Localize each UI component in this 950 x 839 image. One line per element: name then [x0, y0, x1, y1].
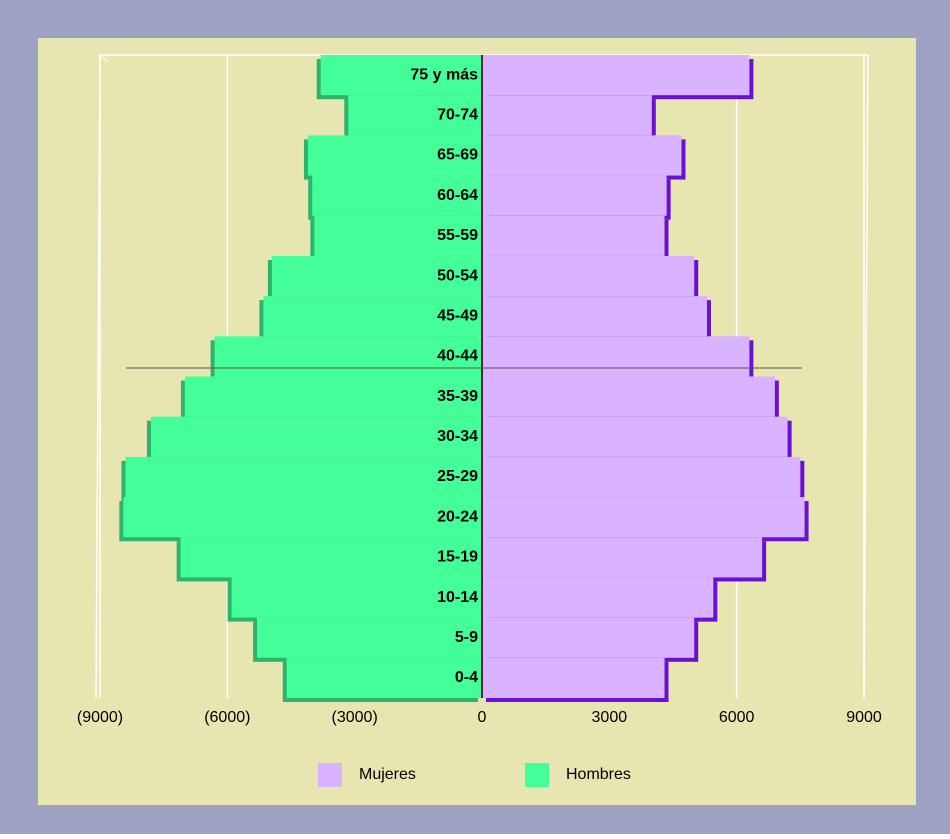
bar: [271, 255, 482, 297]
category-label: 10-14: [437, 589, 478, 606]
category-label: 70-74: [437, 107, 478, 124]
bar: [184, 376, 482, 417]
category-label: 55-59: [437, 227, 478, 244]
bar: [482, 336, 750, 377]
bar: [320, 55, 482, 96]
bar: [482, 296, 707, 337]
bar: [482, 55, 750, 96]
bar: [482, 255, 695, 297]
bar: [180, 537, 482, 578]
x-tick-label: (3000): [332, 709, 378, 726]
bar: [482, 497, 805, 538]
bar: [314, 215, 482, 256]
bar: [482, 135, 682, 176]
bar: [257, 617, 482, 658]
category-label: 40-44: [437, 348, 478, 365]
category-label: 15-19: [437, 549, 478, 566]
x-tick-label: 0: [478, 709, 487, 726]
x-tick-label: (6000): [204, 709, 250, 726]
category-label: 65-69: [437, 147, 478, 164]
bar: [482, 657, 665, 698]
bar: [482, 617, 695, 658]
category-label: 30-34: [437, 428, 478, 445]
category-label: 45-49: [437, 307, 478, 324]
bar: [214, 336, 482, 377]
legend-swatch: [525, 763, 549, 787]
bar: [482, 95, 652, 136]
bar: [312, 175, 482, 216]
category-label: 20-24: [437, 508, 478, 525]
bar: [286, 657, 482, 698]
legend-label: Mujeres: [359, 766, 416, 783]
bar: [482, 456, 801, 498]
category-label: 5-9: [455, 629, 478, 646]
category-label: 60-64: [437, 187, 478, 204]
bar: [125, 456, 482, 498]
bar: [482, 416, 788, 457]
category-label: 35-39: [437, 388, 478, 405]
bar: [482, 215, 665, 256]
legend-label: Hombres: [566, 766, 631, 783]
bar: [482, 376, 775, 417]
x-tick-label: (9000): [77, 709, 123, 726]
bar: [348, 95, 482, 136]
bar: [482, 175, 667, 216]
x-tick-label: 3000: [592, 709, 628, 726]
bar: [263, 296, 482, 337]
category-label: 50-54: [437, 267, 478, 284]
category-label: 75 y más: [410, 66, 478, 83]
bar: [482, 577, 714, 618]
bar: [150, 416, 482, 457]
bar: [307, 135, 482, 176]
bar: [231, 577, 482, 618]
bar: [482, 537, 763, 578]
legend-swatch: [318, 763, 342, 787]
x-tick-label: 9000: [846, 709, 882, 726]
x-tick-label: 6000: [719, 709, 755, 726]
category-label: 0-4: [455, 669, 478, 686]
category-label: 25-29: [437, 468, 478, 485]
plot-frame: [99, 54, 109, 63]
bar: [123, 497, 482, 538]
